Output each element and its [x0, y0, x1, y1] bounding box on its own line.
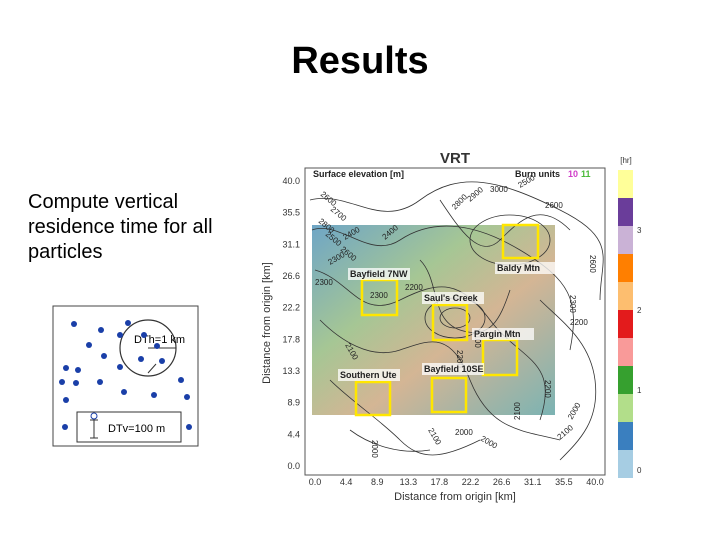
- y-tick-label: 8.9: [287, 398, 300, 408]
- site-label: Baldy Mtn: [497, 263, 540, 273]
- y-tick-label: 13.3: [282, 366, 300, 376]
- colorbar: 3 2 1 0: [618, 170, 642, 478]
- colorbar-swatch: [618, 170, 633, 198]
- contour-label: 2100: [513, 402, 522, 420]
- colorbar-swatch: [618, 226, 633, 254]
- x-tick-label: 8.9: [371, 477, 384, 487]
- x-tick-label: 17.8: [431, 477, 449, 487]
- legend-number: 11: [581, 169, 591, 179]
- colorbar-tick-label: 1: [637, 386, 642, 395]
- y-tick-label: 22.2: [282, 303, 300, 313]
- y-tick-label: 4.4: [287, 429, 300, 439]
- site-label-bg: [495, 262, 557, 274]
- slide-title: Results: [291, 40, 429, 82]
- y-axis-label: Distance from origin [km]: [261, 262, 273, 384]
- colorbar-swatch: [618, 394, 633, 422]
- site-label: Bayfield 7NW: [350, 269, 408, 279]
- site-label: Saul's Creek: [424, 293, 479, 303]
- colorbar-tick-label: 2: [637, 306, 642, 315]
- y-tick-label: 17.8: [282, 334, 300, 344]
- colorbar-swatch: [618, 310, 633, 338]
- contour-label: 2200: [405, 283, 423, 292]
- site-label-bg: [422, 292, 484, 304]
- contour-label: 2000: [455, 428, 473, 437]
- particles: [59, 320, 192, 430]
- x-tick-label: 31.1: [524, 477, 542, 487]
- x-tick-label: 13.3: [400, 477, 418, 487]
- colorbar-unit: [hr]: [620, 156, 632, 165]
- legend-number: 10: [568, 169, 578, 179]
- site-label-bg: [348, 268, 410, 280]
- x-tick-label: 35.5: [555, 477, 573, 487]
- contours: [309, 181, 604, 461]
- y-tick-label: 26.6: [282, 271, 300, 281]
- colorbar-tick-label: 3: [637, 226, 642, 235]
- colorbar-swatch: [618, 422, 633, 450]
- colorbar-swatch: [618, 338, 633, 366]
- legend-label: Burn units: [515, 169, 560, 179]
- contour-label: 2200: [455, 350, 464, 368]
- colorbar-swatch: [618, 366, 633, 394]
- map-title: VRT: [440, 150, 470, 167]
- y-tick-label: 40.0: [282, 176, 300, 186]
- site-label: Pargin Mtn: [474, 329, 521, 339]
- colorbar-swatch: [618, 450, 633, 478]
- colorbar-swatch: [618, 254, 633, 282]
- contour-label: 2000: [370, 440, 379, 458]
- site-label-bg: [422, 363, 484, 375]
- site-label: Southern Ute: [340, 370, 397, 380]
- contour-label: 2300: [568, 295, 577, 313]
- contour-label: 2600: [588, 255, 597, 273]
- burn-units: [354, 223, 540, 417]
- colorbar-swatch: [618, 198, 633, 226]
- y-tick-label: 35.5: [282, 208, 300, 218]
- site-label-bg: [472, 328, 534, 340]
- site-label: Bayfield 10SE: [424, 364, 484, 374]
- contour-label: 2300: [370, 291, 388, 300]
- body-text: Compute vertical residence time for all …: [28, 191, 213, 263]
- dtv-label: DTv=100 m: [108, 423, 165, 435]
- y-tick-label: 0.0: [287, 461, 300, 471]
- x-tick-label: 0.0: [309, 477, 322, 487]
- x-tick-label: 26.6: [493, 477, 511, 487]
- contour-label: 2600: [545, 201, 563, 210]
- particle-diagram: DTh=1 km DTv=100 m: [52, 305, 199, 447]
- dth-label: DTh=1 km: [134, 334, 185, 346]
- site-label-bg: [338, 369, 400, 381]
- colorbar-tick-label: 0: [637, 466, 642, 475]
- y-tick-label: 31.1: [282, 239, 300, 249]
- x-axis-label: Distance from origin [km]: [394, 491, 516, 503]
- contour-label: 2200: [570, 318, 588, 327]
- contour-label: 2300: [315, 278, 333, 287]
- contour-label: 3000: [490, 185, 508, 194]
- colorbar-swatch: [618, 282, 633, 310]
- x-tick-label: 40.0: [586, 477, 604, 487]
- vrt-map: 2600270028002500260024002300300029002800…: [261, 150, 642, 503]
- map-subtitle: Surface elevation [m]: [313, 169, 404, 179]
- x-tick-label: 4.4: [340, 477, 353, 487]
- x-tick-label: 22.2: [462, 477, 480, 487]
- contour-label: 2200: [543, 380, 552, 398]
